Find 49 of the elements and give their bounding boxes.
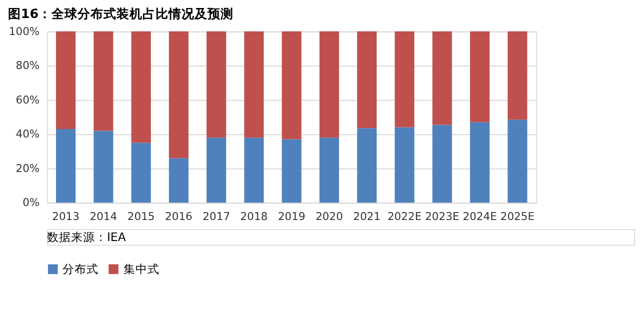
- x-tick-label: 2016: [165, 210, 193, 223]
- bar: [319, 31, 340, 138]
- bar: [470, 31, 490, 122]
- bar: [56, 31, 76, 129]
- bar: [319, 138, 340, 203]
- bar: [168, 31, 188, 158]
- x-tick-label: 2018: [240, 210, 268, 223]
- bar: [357, 128, 377, 203]
- x-tick-label: 2013: [52, 210, 80, 223]
- bar: [131, 142, 151, 203]
- bar: [131, 31, 151, 143]
- bar: [357, 31, 377, 128]
- bar: [432, 31, 452, 125]
- bar: [508, 31, 528, 120]
- x-tick-label: 2023E: [425, 210, 460, 223]
- legend-label: 集中式: [123, 262, 160, 276]
- bar: [56, 129, 76, 203]
- y-tick-label: 60%: [16, 93, 40, 106]
- bar: [282, 31, 302, 140]
- bar: [206, 138, 226, 203]
- y-tick-label: 0%: [22, 196, 40, 210]
- x-tick-label: 2022E: [387, 210, 422, 223]
- y-tick-label: 40%: [16, 128, 40, 141]
- bar: [244, 138, 264, 203]
- bar: [94, 31, 114, 131]
- x-tick-label: 2015: [127, 210, 155, 223]
- y-tick-label: 80%: [16, 59, 40, 72]
- bar: [394, 127, 414, 203]
- x-tick-label: 2014: [90, 210, 118, 223]
- bar: [244, 31, 264, 138]
- bar: [282, 139, 302, 203]
- y-tick-label: 20%: [16, 162, 40, 175]
- chart-title: 图16：全球分布式装机占比情况及预测: [8, 6, 234, 22]
- y-tick-label: 100%: [8, 24, 40, 38]
- source-note: 数据来源：IEA: [46, 230, 126, 244]
- x-tick-label: 2025E: [500, 210, 535, 223]
- x-tick-label: 2017: [202, 210, 230, 223]
- bar: [206, 31, 226, 138]
- bar: [432, 124, 452, 203]
- x-tick-label: 2024E: [462, 210, 498, 223]
- legend-label: 分布式: [62, 262, 99, 276]
- bar: [508, 120, 528, 203]
- x-tick-label: 2020: [316, 210, 344, 223]
- bar: [168, 158, 188, 203]
- bar: [94, 130, 114, 203]
- x-tick-label: 2021: [353, 210, 381, 223]
- bar: [394, 31, 414, 128]
- x-tick-label: 2019: [278, 210, 306, 223]
- bar: [470, 122, 490, 203]
